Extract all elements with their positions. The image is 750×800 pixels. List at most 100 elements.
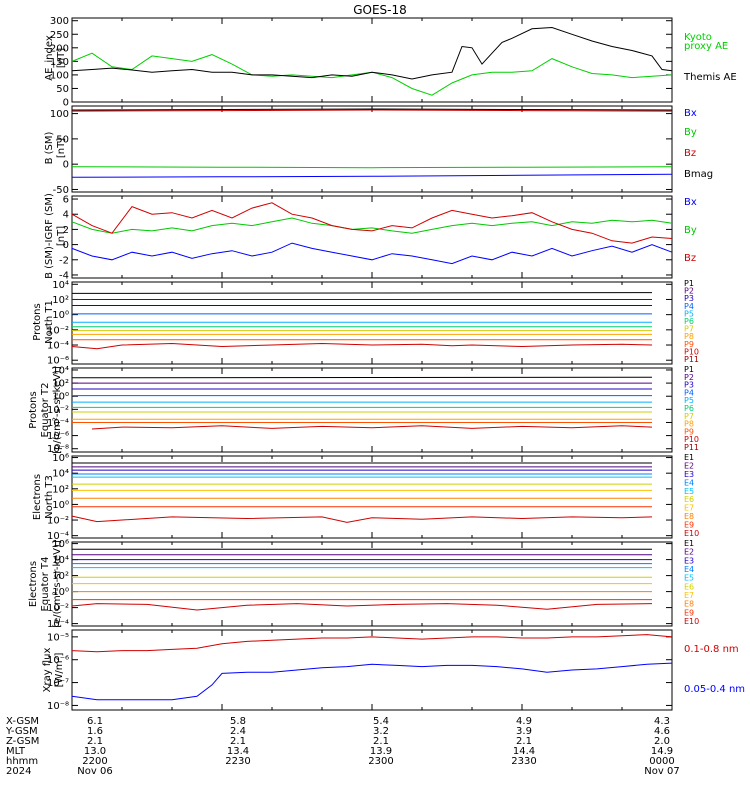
y-tick-label: 10⁻² — [47, 405, 69, 416]
y-tick-label: 100 — [50, 109, 69, 120]
y-tick-label: 10⁻⁴ — [47, 531, 69, 542]
y-tick-label: 10⁻² — [47, 325, 69, 336]
legend-entry: Bx — [684, 197, 697, 208]
panel-eeq: 10⁻⁴ 10⁻² 10⁰ 10² 10⁴ 10⁶ Electrons Equator T4[… — [28, 539, 699, 630]
panel-frame — [71, 281, 673, 365]
y-axis-label: AE_index — [44, 35, 55, 81]
series-line-bx — [71, 242, 673, 265]
y-tick-label: 10² — [52, 379, 69, 390]
y-axis-label: Electrons — [28, 561, 39, 607]
series-line-themis-ae — [71, 26, 673, 80]
panel-frame — [71, 455, 673, 539]
y-axis-label: B (SM) — [44, 131, 55, 164]
legend-entry: Bz — [684, 148, 696, 159]
y-axis-label: Protons — [28, 391, 39, 428]
y-axis-label: Protons — [32, 303, 43, 340]
y-tick-label: 10⁻² — [47, 603, 69, 614]
series-line-kyoto-proxy-ae — [71, 52, 673, 96]
y-tick-label: 10⁰ — [52, 392, 69, 403]
y-tick-label: -2 — [59, 255, 69, 266]
legend-entry: P3 — [684, 381, 694, 390]
y-tick-label: 10⁶ — [52, 539, 69, 550]
legend-entry: P8 — [684, 420, 694, 429]
series-line-p10 — [71, 342, 653, 350]
y-tick-label: 10⁶ — [52, 453, 69, 464]
figure-title: GOES-18 — [353, 3, 407, 17]
y-tick-label: 2 — [63, 225, 69, 236]
y-axis-label: [p/(cm²-s-sr-keV)] — [52, 366, 63, 454]
panel-bigrf: -4 -2 0 2 4 6 B (SM)-IGRF (SM) [nT] Bx By Bz — [44, 193, 697, 281]
legend-entry: Bmag — [684, 169, 713, 180]
legend-entry: P8 — [684, 332, 694, 341]
legend-entry: P6 — [684, 404, 694, 413]
y-tick-label: 6 — [63, 195, 69, 206]
y-tick-label: 10⁻⁸ — [47, 444, 69, 455]
legend-entry: E10 — [684, 529, 699, 538]
y-tick-label: 0 — [63, 160, 69, 171]
legend-entry: E8 — [684, 512, 694, 521]
legend-entry: P2 — [684, 287, 694, 296]
ephemeris-value: 2330 — [511, 756, 536, 767]
legend-entry: E9 — [684, 608, 694, 617]
ephemeris-value: 2.0 — [654, 736, 670, 747]
panel-frame — [71, 367, 673, 453]
legend-entry: E3 — [684, 470, 694, 479]
panel-frame — [71, 17, 673, 103]
y-axis-label: [nT] — [56, 138, 67, 158]
ephemeris-value: 2200 — [82, 756, 107, 767]
ephemeris-value: 4.3 — [654, 716, 670, 727]
series-line-0-1-0-8-nm — [71, 634, 673, 653]
ephemeris-value: 13.4 — [227, 746, 249, 757]
legend-entry: P4 — [684, 302, 694, 311]
y-tick-label: 100 — [50, 70, 69, 81]
y-tick-label: 150 — [50, 57, 69, 68]
y-axis-label: [e/(cm²-s-sr-keV)] — [52, 540, 63, 628]
y-axis-label: North T1 — [44, 300, 55, 344]
y-axis-label: [nT] — [56, 48, 67, 68]
y-tick-label: 10⁴ — [52, 365, 69, 376]
legend-entry: E4 — [684, 565, 694, 574]
legend-entry: Bx — [684, 108, 697, 119]
panel-frame — [71, 195, 673, 279]
y-tick-label: 10⁻⁴ — [47, 418, 69, 429]
y-tick-label: 10² — [52, 295, 69, 306]
legend-entry: E5 — [684, 574, 694, 583]
ephemeris-value: 2.1 — [373, 736, 389, 747]
legend-entry: P7 — [684, 325, 694, 334]
y-tick-label: 300 — [50, 16, 69, 27]
y-tick-label: 10⁻⁶ — [47, 431, 69, 442]
series-line-0-05-0-4-nm — [71, 662, 673, 701]
ephemeris-value: Nov 07 — [644, 766, 679, 777]
y-axis-label: Equator T2 — [40, 383, 51, 438]
y-tick-label: 10⁻⁵ — [47, 632, 69, 643]
legend-entry: E3 — [684, 556, 694, 565]
series-line-p10 — [91, 425, 653, 430]
y-axis-label: [W/m²] — [54, 652, 65, 687]
ephemeris-value: 14.9 — [651, 746, 673, 757]
y-tick-label: 10⁻⁷ — [47, 678, 69, 689]
legend-entry: E2 — [684, 461, 694, 470]
series-line-e10 — [71, 603, 653, 611]
legend-entry: E1 — [684, 453, 694, 462]
y-axis-label: B (SM)-IGRF (SM) — [44, 193, 55, 279]
series-line-bx — [71, 173, 673, 178]
legend-entry: P4 — [684, 388, 694, 397]
legend-entry: P1 — [684, 365, 694, 374]
panel-peq: 10⁻⁸ 10⁻⁶ 10⁻⁴ 10⁻² 10⁰ 10² 10⁴ Protons Equator … — [28, 365, 699, 455]
legend-entry: E5 — [684, 487, 694, 496]
y-tick-label: -50 — [53, 185, 69, 196]
ephemeris-row-label: 2024 — [6, 766, 31, 777]
legend-entry: E10 — [684, 617, 699, 626]
y-tick-label: 0 — [63, 98, 69, 109]
y-tick-label: 10⁻² — [47, 516, 69, 527]
ephemeris-value: 3.9 — [516, 726, 532, 737]
ephemeris-row-label: Z-GSM — [6, 736, 39, 747]
series-line-bz — [71, 109, 673, 112]
series-line-e10 — [71, 515, 653, 523]
ephemeris-value: 2.4 — [230, 726, 246, 737]
ephemeris-value: 13.9 — [370, 746, 392, 757]
legend-entry: P9 — [684, 340, 694, 349]
legend-entry: Kyoto — [684, 32, 712, 43]
